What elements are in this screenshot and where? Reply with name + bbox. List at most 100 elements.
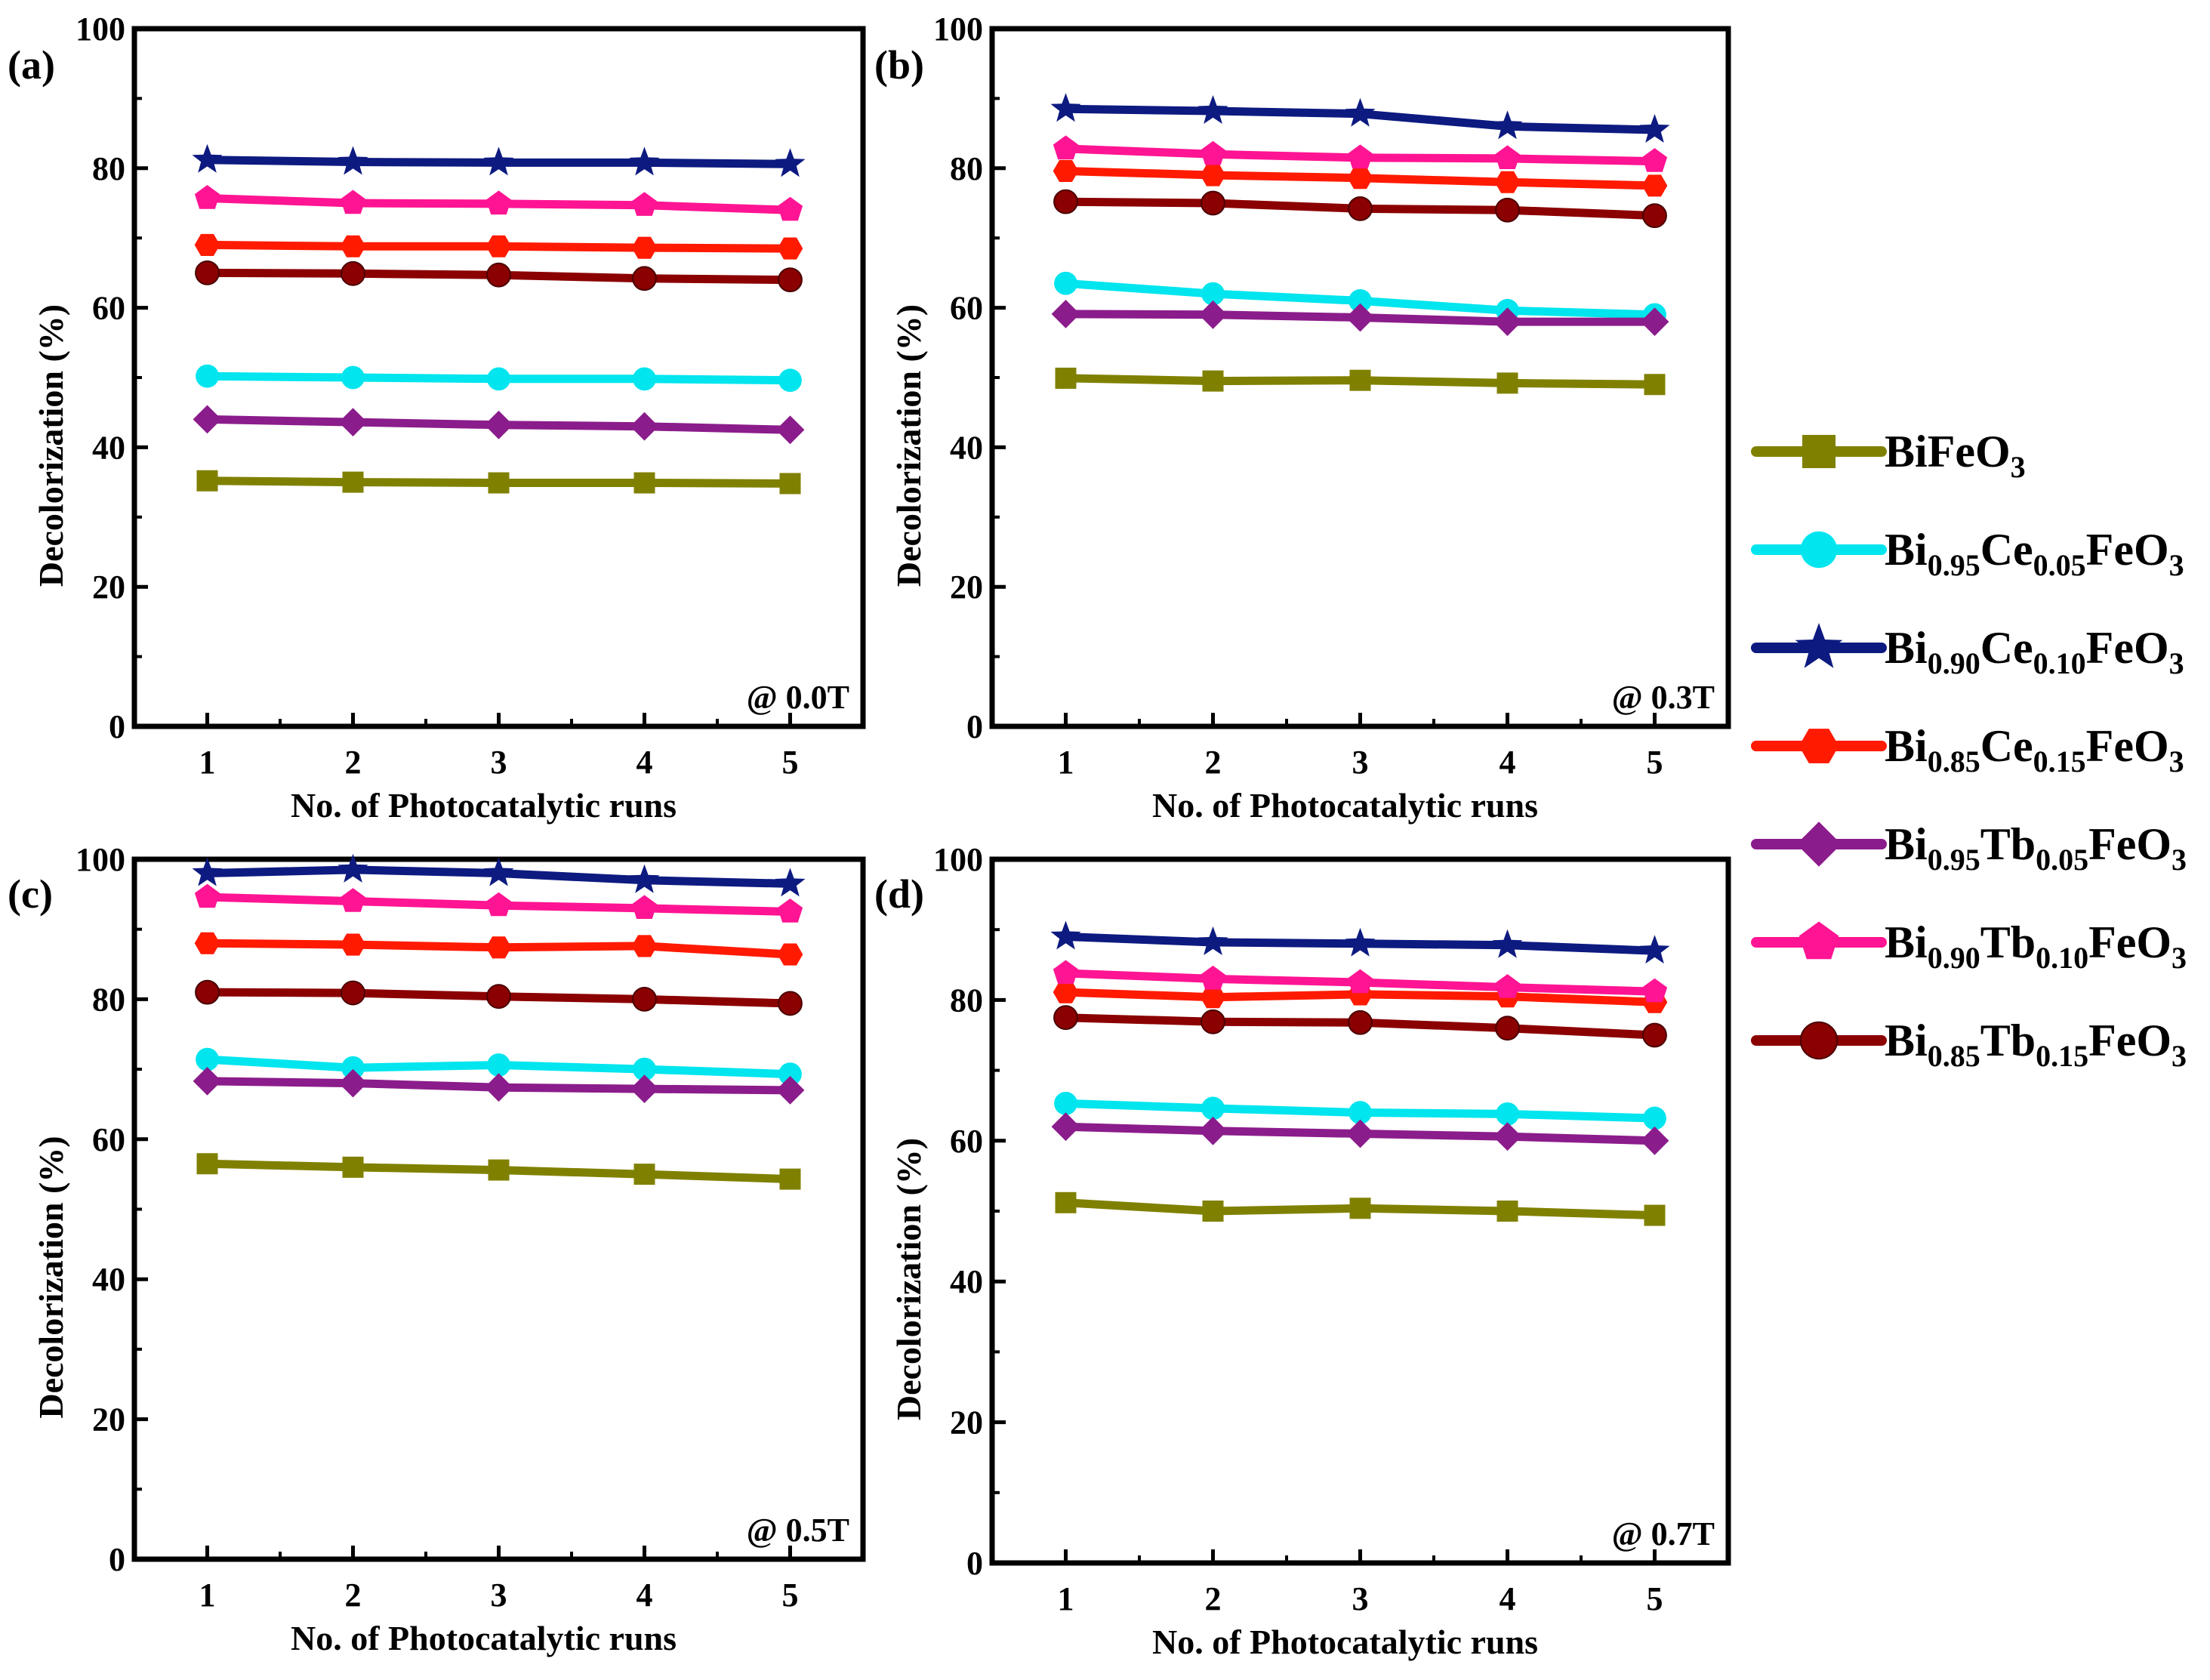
data-point-ce010 [629, 146, 660, 176]
data-point-bifeo3 [1644, 1204, 1666, 1226]
data-point-ce010 [1197, 95, 1228, 124]
y-axis-title: Decolorization (%) [32, 1136, 70, 1418]
x-tick-label: 3 [491, 1577, 507, 1614]
legend-item-tb015: Bi0.85Tb0.15FeO3 [1751, 1016, 2187, 1073]
data-point-ce005 [1054, 271, 1077, 295]
data-point-tb015 [1495, 1016, 1520, 1041]
legend-item-tb010: Bi0.90Tb0.10FeO3 [1751, 917, 2187, 975]
x-tick-label: 1 [1058, 744, 1074, 781]
data-point-tb005 [1345, 303, 1375, 332]
data-point-tb005 [338, 408, 368, 436]
data-point-ce010 [1492, 110, 1523, 140]
data-point-ce015 [340, 235, 366, 257]
data-point-ce015 [194, 233, 220, 256]
data-point-ce010 [338, 146, 368, 175]
data-point-tb005 [1345, 1119, 1375, 1148]
data-point-bifeo3 [342, 471, 364, 493]
x-tick-label: 1 [199, 744, 216, 781]
y-tick-label: 100 [76, 841, 125, 878]
data-point-ce015 [340, 933, 366, 956]
data-point-tb010 [1494, 974, 1521, 998]
x-tick-label: 3 [1352, 1580, 1369, 1617]
data-point-tb015 [195, 979, 220, 1005]
x-axis-title: No. of Photocatalytic runs [1152, 786, 1538, 825]
data-point-bifeo3 [1202, 370, 1224, 392]
legend-label: Bi0.90Ce0.10FeO3 [1885, 623, 2184, 680]
y-tick-label: 80 [950, 982, 983, 1019]
data-point-ce010 [629, 864, 660, 893]
data-point-ce005 [633, 367, 656, 391]
legend-marker-tb005 [1796, 822, 1842, 867]
data-point-ce010 [1197, 926, 1228, 955]
legend-marker-ce015 [1799, 729, 1839, 763]
data-point-ce015 [194, 932, 220, 954]
data-point-ce010 [1345, 97, 1376, 127]
panel-label: (a) [8, 42, 55, 88]
data-point-tb010 [1641, 148, 1668, 172]
data-point-tb015 [341, 980, 365, 1006]
data-point-tb005 [630, 1074, 659, 1103]
data-point-tb005 [775, 1076, 805, 1105]
x-tick-label: 4 [636, 744, 653, 781]
data-point-ce015 [631, 236, 658, 259]
data-point-tb015 [1348, 196, 1373, 221]
legend-item-ce015: Bi0.85Ce0.15FeO3 [1751, 721, 2184, 778]
data-point-ce005 [1643, 1106, 1666, 1130]
data-point-tb015 [486, 984, 511, 1010]
legend-item-ce005: Bi0.95Ce0.05FeO3 [1751, 525, 2184, 582]
data-point-tb015 [1495, 197, 1520, 223]
y-tick-label: 80 [92, 981, 125, 1018]
data-point-ce010 [1050, 93, 1081, 122]
y-tick-label: 60 [92, 1121, 125, 1158]
data-point-tb010 [777, 196, 803, 221]
data-point-bifeo3 [633, 1164, 655, 1185]
x-tick-label: 5 [1647, 744, 1663, 781]
data-point-bifeo3 [488, 472, 510, 494]
data-point-ce005 [196, 364, 219, 388]
data-point-ce005 [1054, 1092, 1077, 1115]
data-point-tb010 [1200, 140, 1226, 165]
x-tick-label: 2 [1205, 1580, 1222, 1617]
data-point-tb005 [1640, 307, 1669, 336]
data-point-ce005 [341, 1056, 365, 1080]
y-tick-label: 20 [950, 569, 983, 606]
data-point-ce010 [775, 148, 806, 177]
y-axis-title: Decolorization (%) [889, 1138, 928, 1420]
y-tick-label: 100 [76, 11, 125, 48]
data-point-tb015 [632, 266, 657, 291]
y-axis-title: Decolorization (%) [32, 304, 70, 587]
data-point-ce015 [1053, 159, 1079, 182]
field-annotation: @ 0.5T [747, 1512, 849, 1549]
data-point-tb010 [1053, 135, 1079, 160]
data-point-ce010 [1345, 927, 1376, 957]
data-point-tb010 [194, 185, 220, 209]
y-tick-label: 60 [950, 290, 983, 327]
data-point-tb005 [484, 1073, 513, 1102]
data-point-ce010 [1050, 920, 1081, 950]
y-tick-label: 60 [92, 290, 125, 327]
data-point-ce015 [1200, 164, 1226, 186]
data-point-tb005 [1640, 1126, 1669, 1155]
data-point-ce015 [1347, 167, 1373, 190]
data-point-tb010 [485, 190, 512, 215]
legend-item-tb005: Bi0.95Tb0.05FeO3 [1751, 819, 2187, 877]
y-tick-label: 40 [92, 1261, 125, 1298]
legend-label: BiFeO3 [1885, 427, 2026, 484]
y-tick-label: 100 [933, 841, 983, 878]
x-axis-title: No. of Photocatalytic runs [291, 786, 677, 825]
data-point-ce005 [341, 365, 365, 390]
field-annotation: @ 0.3T [1612, 679, 1715, 716]
data-point-tb015 [778, 991, 803, 1016]
data-point-bifeo3 [1349, 369, 1371, 391]
y-tick-label: 40 [92, 429, 125, 466]
chart-panel-d: 0 20 40 60 80 100 1 2 3 4 5 No. of Photocatalytic r… [874, 841, 1731, 1661]
data-point-bifeo3 [779, 473, 801, 495]
chart-panel-c: 0 20 40 60 80 100 1 2 3 4 5 No. of Photocatalytic r… [8, 841, 866, 1657]
data-point-bifeo3 [1055, 1191, 1077, 1213]
data-point-bifeo3 [488, 1159, 510, 1181]
y-tick-label: 0 [966, 1545, 983, 1582]
x-tick-label: 3 [1352, 744, 1369, 781]
data-point-tb005 [1198, 1116, 1228, 1145]
